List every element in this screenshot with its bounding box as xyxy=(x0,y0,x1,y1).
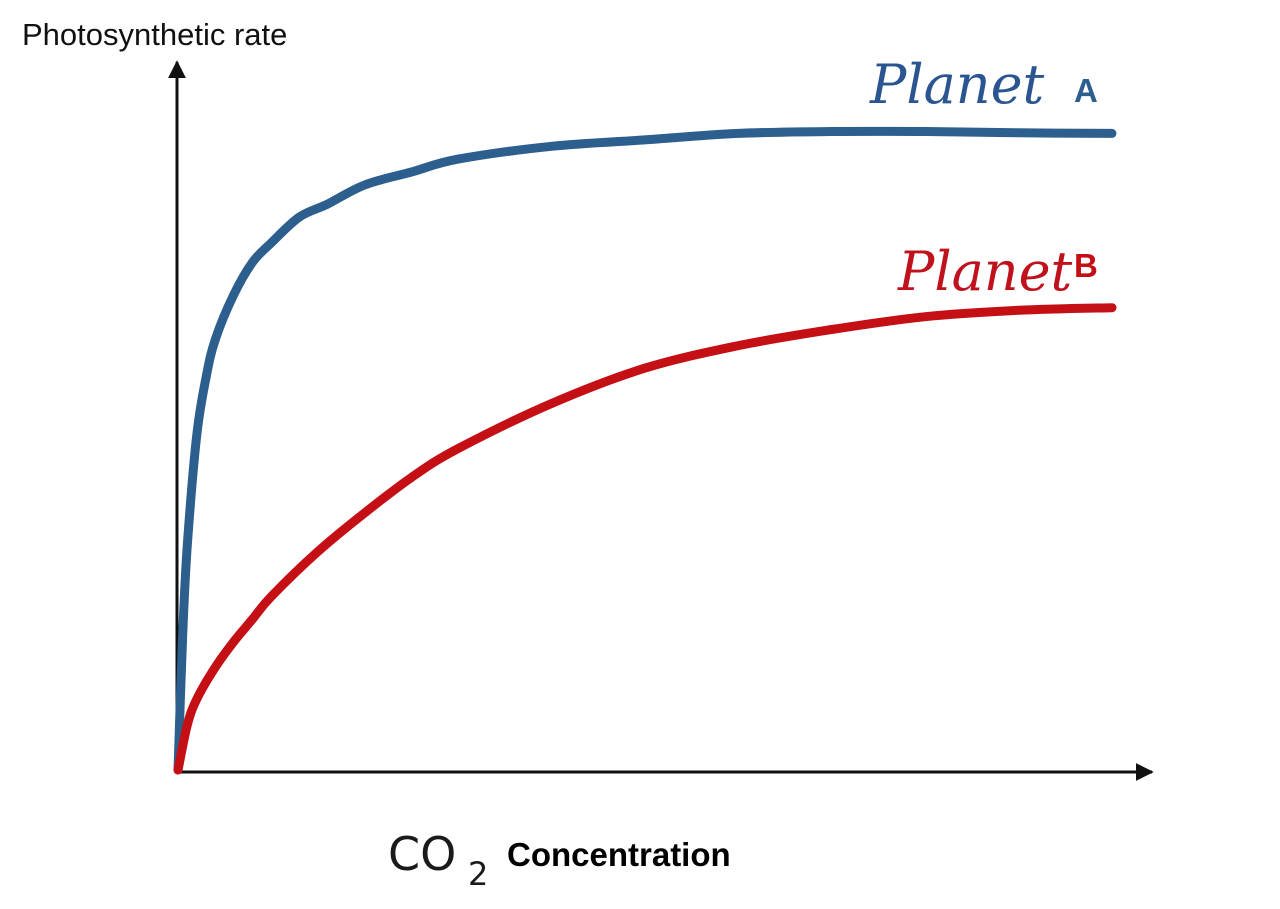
series-b-line xyxy=(173,303,1117,775)
series-b-handwritten-label: Planet xyxy=(897,240,1073,303)
series-layer xyxy=(173,126,1117,775)
y-axis-label: Photosynthetic rate xyxy=(22,17,287,52)
x-axis-label-formula: CO xyxy=(388,827,456,881)
series-a-label: A xyxy=(1074,72,1098,109)
series-a-handwritten-label: Planet xyxy=(869,53,1045,116)
series-a-line xyxy=(173,126,1117,775)
x-axis-label: Concentration xyxy=(507,836,731,873)
x-axis-label-subscript: 2 xyxy=(468,855,488,893)
series-b-label: B xyxy=(1074,247,1098,284)
